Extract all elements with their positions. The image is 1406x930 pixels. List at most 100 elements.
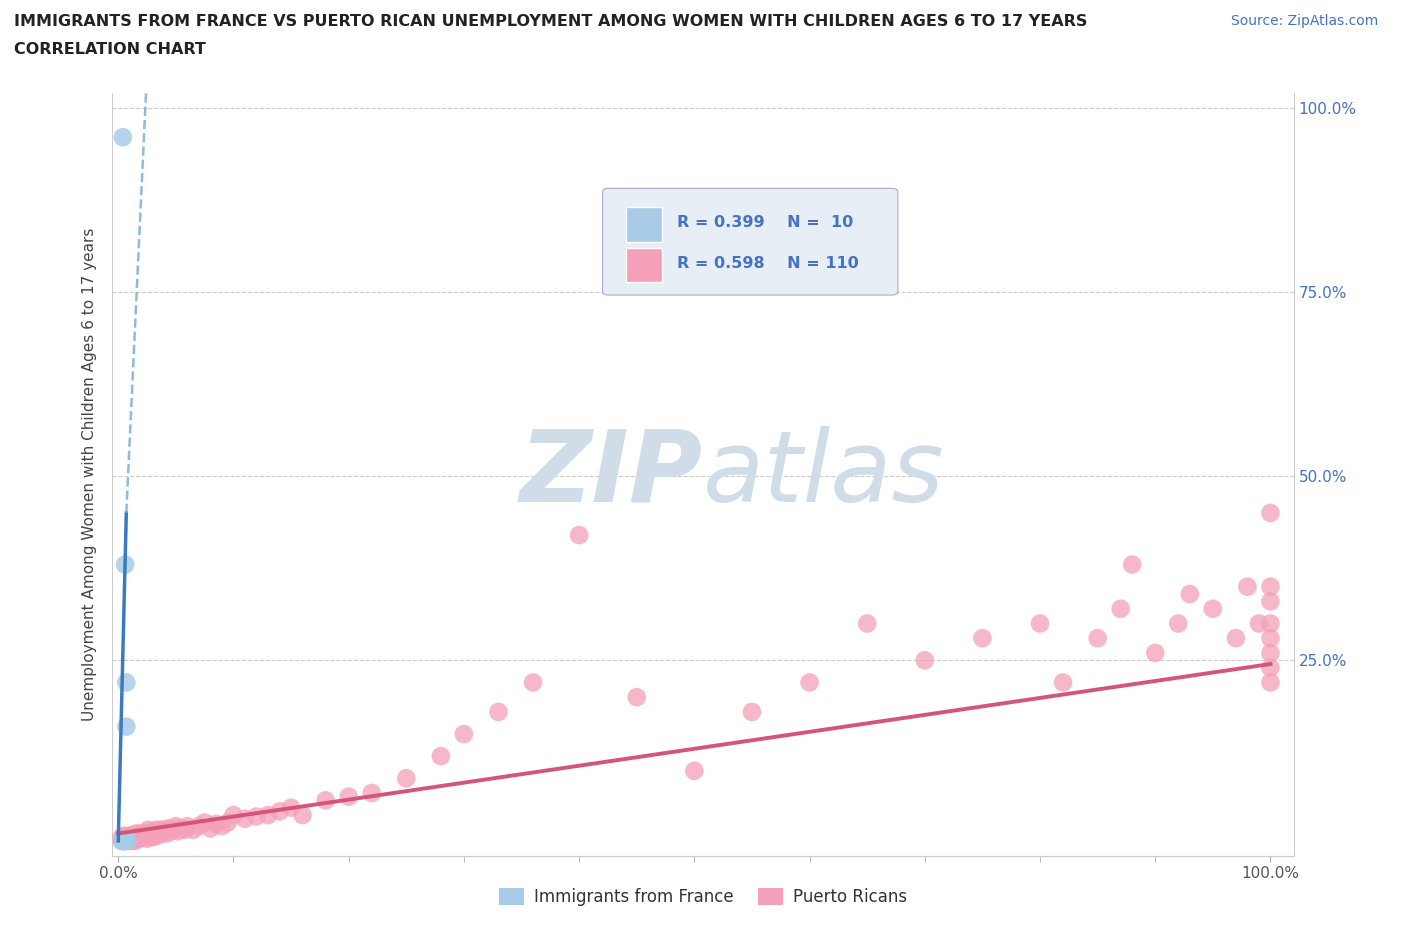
Point bbox=[153, 822, 176, 837]
Point bbox=[914, 653, 936, 668]
Point bbox=[118, 833, 141, 848]
Text: R = 0.598    N = 110: R = 0.598 N = 110 bbox=[678, 256, 859, 271]
Point bbox=[136, 822, 159, 837]
Point bbox=[291, 807, 314, 822]
Point bbox=[127, 829, 149, 844]
Point bbox=[1178, 587, 1201, 602]
Point bbox=[146, 829, 169, 844]
Point bbox=[112, 831, 135, 846]
Point bbox=[1202, 602, 1225, 617]
Point bbox=[112, 833, 135, 848]
FancyBboxPatch shape bbox=[603, 189, 898, 295]
Point bbox=[245, 809, 267, 824]
Point bbox=[315, 793, 337, 808]
Text: ZIP: ZIP bbox=[520, 426, 703, 523]
Point bbox=[683, 764, 706, 778]
Point bbox=[117, 833, 139, 848]
Point bbox=[1247, 616, 1270, 631]
Point bbox=[145, 822, 167, 837]
Point bbox=[124, 830, 146, 844]
Point bbox=[174, 822, 197, 837]
Point bbox=[1029, 616, 1052, 631]
Point bbox=[125, 830, 148, 844]
Point bbox=[741, 705, 763, 720]
Point bbox=[337, 790, 360, 804]
Point bbox=[143, 824, 166, 839]
Point bbox=[117, 833, 139, 848]
Point bbox=[1260, 579, 1282, 594]
Text: atlas: atlas bbox=[703, 426, 945, 523]
Point bbox=[1260, 660, 1282, 675]
Point bbox=[156, 826, 179, 841]
Legend: Immigrants from France, Puerto Ricans: Immigrants from France, Puerto Ricans bbox=[492, 881, 914, 912]
Point bbox=[157, 821, 180, 836]
Point bbox=[117, 833, 139, 848]
Point bbox=[111, 833, 134, 848]
Point bbox=[142, 830, 165, 844]
Point bbox=[111, 830, 134, 844]
Point bbox=[165, 818, 187, 833]
Point bbox=[972, 631, 994, 645]
FancyBboxPatch shape bbox=[626, 207, 662, 242]
Point bbox=[200, 821, 222, 836]
Point bbox=[111, 833, 134, 848]
Point bbox=[134, 830, 156, 844]
Point bbox=[1167, 616, 1189, 631]
Point bbox=[124, 833, 146, 848]
Point bbox=[117, 831, 139, 846]
Point bbox=[111, 833, 134, 848]
Point bbox=[1087, 631, 1109, 645]
Point bbox=[111, 130, 134, 145]
Point bbox=[115, 833, 138, 848]
Point bbox=[568, 527, 591, 542]
Point bbox=[1260, 645, 1282, 660]
Y-axis label: Unemployment Among Women with Children Ages 6 to 17 years: Unemployment Among Women with Children A… bbox=[82, 228, 97, 721]
Point bbox=[138, 826, 160, 841]
Point bbox=[187, 818, 209, 833]
Point bbox=[799, 675, 821, 690]
Point bbox=[129, 826, 152, 841]
Text: CORRELATION CHART: CORRELATION CHART bbox=[14, 42, 205, 57]
Point bbox=[114, 833, 136, 848]
Point bbox=[233, 811, 256, 826]
Point bbox=[1260, 506, 1282, 521]
Point bbox=[1109, 602, 1132, 617]
Point bbox=[111, 833, 134, 848]
Text: R = 0.399    N =  10: R = 0.399 N = 10 bbox=[678, 215, 853, 230]
Point bbox=[114, 831, 136, 846]
Point bbox=[626, 690, 648, 705]
Point bbox=[149, 822, 172, 837]
Point bbox=[111, 833, 134, 848]
Point bbox=[257, 807, 280, 822]
Point bbox=[1225, 631, 1247, 645]
Point bbox=[112, 829, 135, 844]
Point bbox=[115, 831, 138, 846]
Point bbox=[135, 826, 157, 841]
Point bbox=[856, 616, 879, 631]
FancyBboxPatch shape bbox=[626, 247, 662, 282]
Point bbox=[111, 831, 134, 846]
Point bbox=[117, 830, 139, 844]
Point bbox=[280, 801, 302, 816]
Point bbox=[194, 815, 217, 830]
Point bbox=[118, 829, 141, 844]
Point bbox=[114, 833, 136, 848]
Point bbox=[124, 826, 146, 841]
Point bbox=[121, 829, 143, 844]
Point bbox=[149, 824, 172, 839]
Point bbox=[122, 831, 145, 846]
Point bbox=[222, 807, 245, 822]
Point bbox=[1260, 675, 1282, 690]
Point bbox=[120, 831, 142, 846]
Point bbox=[115, 719, 138, 734]
Point bbox=[211, 818, 233, 833]
Point bbox=[176, 818, 198, 833]
Point bbox=[167, 824, 190, 839]
Point bbox=[205, 817, 228, 831]
Point bbox=[148, 826, 170, 841]
Point bbox=[111, 833, 134, 848]
Point bbox=[129, 830, 152, 844]
Point bbox=[430, 749, 453, 764]
Point bbox=[160, 824, 183, 839]
Point bbox=[162, 822, 184, 837]
